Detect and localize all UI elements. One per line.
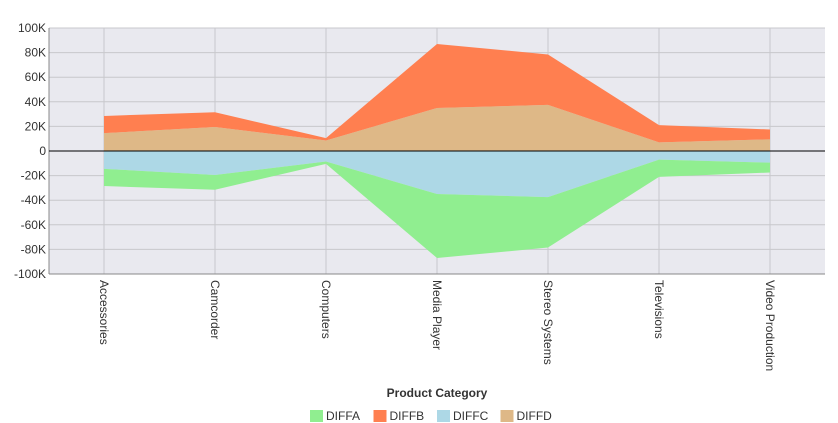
area-diffa [104,159,770,259]
y-tick-label: 80K [25,46,46,60]
y-tick-label: -40K [21,193,46,207]
area-diffd [104,104,770,151]
legend-swatch-diffb [373,410,387,422]
legend-swatch-diffa [310,410,323,422]
y-tick-label: 60K [25,70,46,84]
x-tick-label: Camcorder [208,280,222,339]
y-tick-label: 20K [25,119,46,133]
legend: DIFFA DIFFB DIFFC DIFFD [310,409,552,423]
y-tick-label: -60K [21,218,46,232]
x-tick-label: Accessories [97,280,111,345]
y-tick-label: 0 [39,144,46,158]
x-tick-label: Media Player [430,280,444,350]
y-tick-label: -100K [14,267,46,281]
axes [48,28,825,275]
legend-label-diffc: DIFFC [453,409,489,423]
x-tick-label: Video Production [763,280,777,371]
x-axis-tick-labels: Accessories Camcorder Computers Media Playe… [97,280,777,371]
area-diffc [104,151,770,198]
y-tick-label: -80K [21,242,46,256]
y-tick-label: 40K [25,95,46,109]
legend-label-diffa: DIFFA [326,409,360,423]
x-tick-label: Televisions [652,280,666,339]
legend-label-diffd: DIFFD [517,409,553,423]
y-axis-tick-labels: 100K 80K 60K 40K 20K 0 -20K -40K -60K -80K -100K [14,21,46,281]
y-tick-label: -20K [21,169,46,183]
area-series [104,43,770,259]
area-diffb [104,43,770,143]
x-tick-label: Computers [319,280,333,339]
y-tick-label: 100K [18,21,46,35]
legend-label-diffb: DIFFB [390,409,425,423]
legend-swatch-diffd [500,410,514,422]
legend-swatch-diffc [437,410,450,422]
x-tick-label: Stereo Systems [541,280,555,365]
x-axis-title: Product Category [387,386,488,400]
